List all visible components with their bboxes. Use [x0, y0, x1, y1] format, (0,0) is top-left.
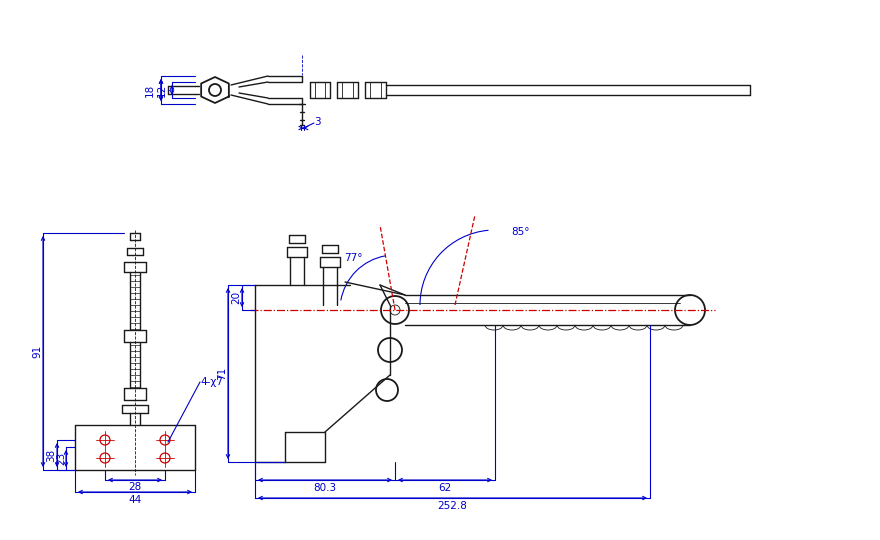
Text: 38: 38 [46, 448, 56, 462]
Text: 252.8: 252.8 [437, 501, 467, 511]
Text: 4-χ7: 4-χ7 [200, 377, 223, 387]
Text: 91: 91 [32, 345, 42, 357]
Text: 85°: 85° [510, 227, 529, 237]
Text: 3: 3 [314, 117, 320, 127]
Text: 18: 18 [145, 83, 155, 97]
Text: 20: 20 [231, 291, 241, 303]
Text: 77°: 77° [344, 253, 363, 263]
Text: 44: 44 [128, 495, 142, 505]
Text: 23: 23 [56, 451, 66, 464]
Text: 62: 62 [438, 483, 451, 493]
Text: 71: 71 [217, 366, 227, 380]
Text: 12: 12 [157, 83, 167, 97]
Text: 28: 28 [128, 482, 142, 492]
Text: 80.3: 80.3 [313, 483, 336, 493]
